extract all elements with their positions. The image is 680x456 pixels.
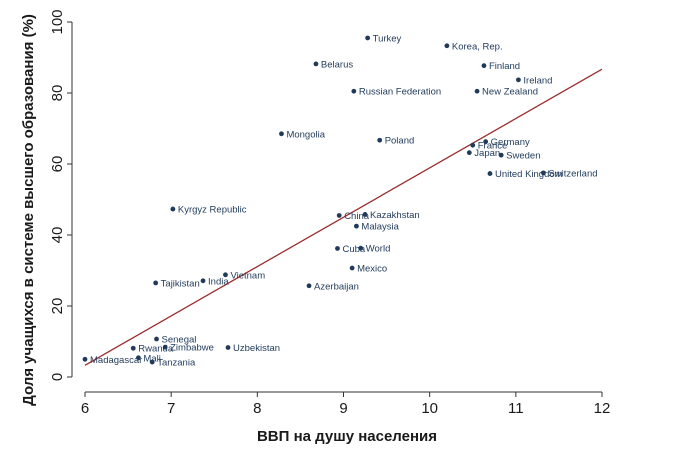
data-point xyxy=(541,170,546,176)
point-label: Kyrgyz Republic xyxy=(178,205,247,216)
point-label: Finland xyxy=(489,61,520,72)
data-point xyxy=(481,63,487,69)
point-label: Russian Federation xyxy=(359,87,441,98)
data-point xyxy=(466,150,472,156)
point-label: Kazakhstan xyxy=(370,210,420,221)
data-point xyxy=(279,131,284,137)
x-tick-label: 6 xyxy=(81,400,89,417)
data-point xyxy=(470,142,476,148)
data-point xyxy=(498,152,504,158)
point-label: New Zealand xyxy=(482,87,538,98)
data-point xyxy=(483,139,489,145)
data-point xyxy=(351,88,357,94)
data-point xyxy=(362,212,368,217)
point-label: Tanzania xyxy=(157,358,196,369)
point-label: France xyxy=(478,141,508,152)
data-point xyxy=(136,355,141,361)
data-point xyxy=(154,336,159,342)
point-label: Vietnam xyxy=(230,270,265,281)
point-label: Turkey xyxy=(373,33,402,44)
x-tick-label: 10 xyxy=(421,400,438,417)
point-label: Senegal xyxy=(162,335,197,346)
y-tick-label: 60 xyxy=(49,156,66,173)
data-point xyxy=(82,356,88,362)
data-point xyxy=(225,345,231,350)
point-label: Japan xyxy=(474,148,500,159)
point-label: World xyxy=(366,244,391,255)
point-label: Cuba xyxy=(342,244,365,255)
data-point xyxy=(162,344,168,350)
y-axis-title: Доля учащихся в системе высшего образова… xyxy=(20,14,37,406)
x-tick-label: 7 xyxy=(167,400,175,417)
point-label: Azerbaijan xyxy=(314,281,359,292)
fit-line xyxy=(84,68,603,366)
y-tick-label: 0 xyxy=(49,373,66,381)
point-label: Ireland xyxy=(523,75,552,86)
point-label: Sweden xyxy=(506,151,540,162)
x-axis-title: ВВП на душу населения xyxy=(257,428,437,445)
data-point xyxy=(354,223,359,229)
data-point xyxy=(365,35,371,41)
data-point xyxy=(149,359,155,365)
data-point xyxy=(170,206,176,212)
point-label: Mali xyxy=(143,353,160,364)
axes: 6 7 8 9 10 11 12 0 20 40 60 80 100 xyxy=(49,9,610,417)
point-label: Malaysia xyxy=(361,222,399,233)
point-label: Poland xyxy=(385,136,415,147)
x-tick-label: 12 xyxy=(594,400,611,417)
y-tick-label: 80 xyxy=(49,85,66,102)
data-point xyxy=(444,43,450,49)
x-tick-label: 11 xyxy=(508,400,524,417)
x-tick-label: 9 xyxy=(339,400,347,417)
data-point xyxy=(377,137,383,143)
data-point xyxy=(306,283,312,289)
data-point xyxy=(200,278,206,284)
data-point xyxy=(335,246,340,251)
data-point xyxy=(313,61,319,67)
data-point xyxy=(223,272,228,278)
data-point xyxy=(349,265,355,271)
data-point xyxy=(516,77,521,83)
point-label: Mexico xyxy=(357,264,387,275)
point-label: China xyxy=(344,211,370,222)
y-tick-label: 40 xyxy=(49,227,66,244)
point-label: Rwanda xyxy=(138,344,174,355)
x-tick-label: 8 xyxy=(253,400,261,417)
data-point xyxy=(358,245,364,251)
point-label: Korea, Rep. xyxy=(452,41,503,52)
data-point xyxy=(474,88,480,94)
point-label: Mongolia xyxy=(286,129,325,140)
point-label: Uzbekistan xyxy=(233,343,280,354)
point-label: Tajikistan xyxy=(161,278,200,289)
data-point xyxy=(153,280,159,286)
y-tick-label: 100 xyxy=(49,9,66,34)
point-label: Germany xyxy=(491,137,530,148)
y-tick-label: 20 xyxy=(49,298,66,315)
data-point xyxy=(487,171,493,176)
point-label: Zimbabwe xyxy=(170,343,214,354)
data-point xyxy=(336,213,342,218)
point-label: India xyxy=(208,276,229,287)
point-label: Switzerland xyxy=(548,168,597,179)
data-point xyxy=(130,345,136,351)
point-label: Madagascar xyxy=(90,355,142,366)
point-label: United Kingdom xyxy=(495,169,563,180)
point-label: Belarus xyxy=(321,59,353,70)
